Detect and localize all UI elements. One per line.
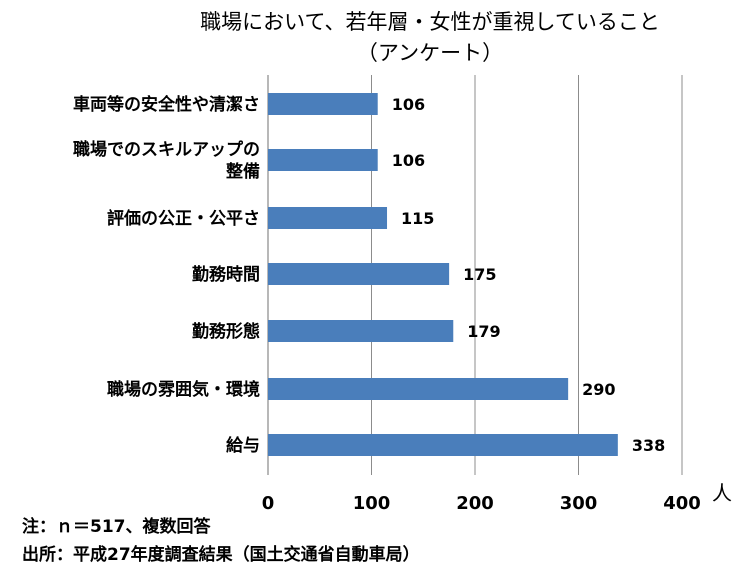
note-source: 出所：平成27年度調査結果（国土交通省自動車局） [22,544,420,565]
category-label: 職場でのスキルアップの [73,139,260,160]
category-label: 車両等の安全性や清潔さ [73,94,260,115]
bars: 106 106 115 175 179 290 338 [268,93,665,456]
note-sample: 注：ｎ＝517、複数回答 [22,516,211,537]
category-label: 勤務形態 [192,321,260,342]
category-label: 職場の雰囲気・環境 [107,379,260,400]
x-tick-label: 100 [353,493,391,514]
data-label: 338 [632,436,665,455]
bar [268,378,569,400]
x-tick-labels: 0 100 200 300 400 [262,493,701,514]
x-unit-label: 人 [712,481,732,505]
bar [268,320,454,342]
category-label: 勤務時間 [192,264,260,285]
category-label: 給与 [226,435,260,456]
bar [268,149,378,171]
data-label: 106 [392,95,425,114]
data-label: 290 [582,380,615,399]
x-tick-label: 300 [560,493,598,514]
data-label: 175 [463,265,496,284]
x-tick-label: 400 [663,493,701,514]
data-label: 179 [467,322,500,341]
chart-subtitle: （アンケート） [357,41,503,65]
data-label: 115 [401,209,434,228]
data-label: 106 [392,151,425,170]
bar [268,207,388,229]
category-label: 評価の公正・公平さ [107,208,260,229]
chart-title: 職場において、若年層・女性が重視していること [200,10,660,34]
bar [268,93,378,115]
category-labels: 車両等の安全性や清潔さ職場でのスキルアップの整備評価の公正・公平さ勤務時間勤務形… [73,94,260,456]
x-tick-label: 200 [456,493,494,514]
bar [268,263,450,285]
category-label: 整備 [226,161,260,182]
bar [268,434,618,456]
x-tick-label: 0 [262,493,275,514]
